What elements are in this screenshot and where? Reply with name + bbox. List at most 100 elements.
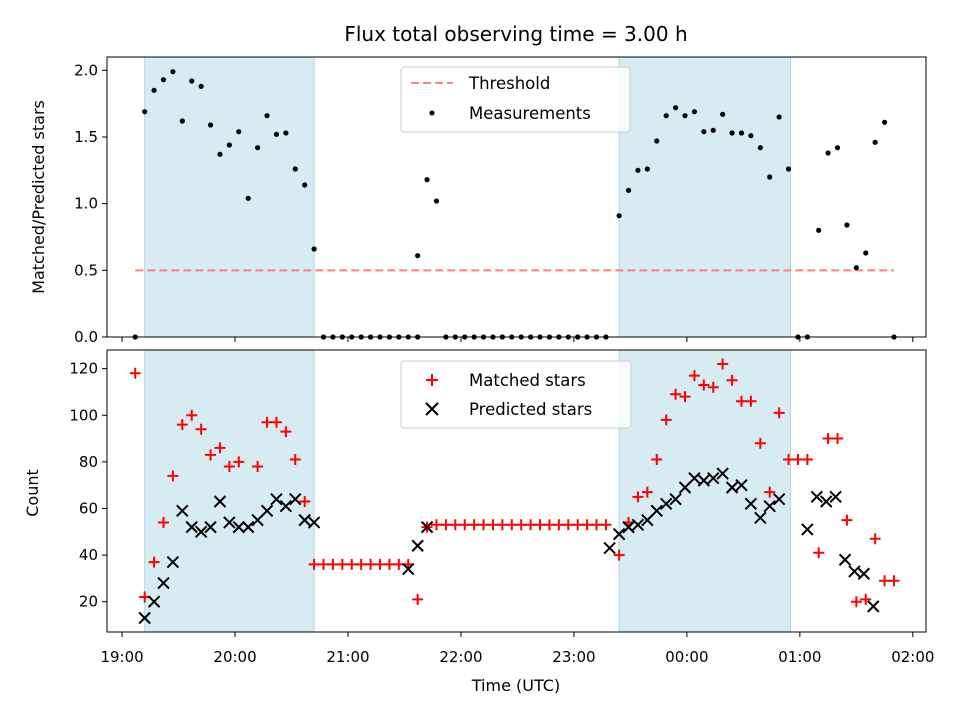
bottom-legend: Matched stars Predicted stars (400, 360, 632, 429)
predicted-star-point (763, 499, 776, 513)
measurement-point (616, 213, 622, 219)
matched-star-point (591, 519, 603, 531)
x-tick-label: 02:00 (891, 648, 934, 666)
predicted-star-point (147, 595, 161, 608)
matched-star-point (764, 486, 776, 498)
chart-title: Flux total observing time = 3.00 h (344, 22, 687, 46)
matched-star-point (270, 416, 282, 428)
measurement-point (691, 109, 698, 115)
predicted-star-point (650, 504, 663, 518)
matched-legend-label: Matched stars (469, 371, 586, 390)
matched-star-point (745, 395, 757, 407)
matched-star-point (214, 442, 226, 454)
top-x-ticks (121, 337, 914, 342)
predicted-star-point (669, 492, 682, 506)
predicted-star-point (641, 513, 654, 527)
y-tick-label: 1.5 (74, 128, 98, 146)
predicted-star-point (725, 481, 739, 494)
measurement-point (710, 127, 716, 133)
matched-star-point (813, 547, 825, 559)
measurement-point (302, 182, 308, 188)
matched-star-point (679, 391, 691, 403)
threshold-legend-label: Threshold (468, 74, 550, 93)
matched-star-point (157, 516, 169, 528)
measurement-point (170, 69, 176, 75)
predicted-star-point (612, 527, 626, 541)
matched-star-point (515, 519, 527, 531)
measurement-point (625, 187, 632, 193)
measurement-point (415, 253, 421, 259)
measurement-point (151, 87, 157, 93)
predicted-star-point (223, 516, 236, 529)
measurement-point (720, 111, 726, 117)
matched-star-point (327, 558, 339, 570)
predicted-star-point (838, 553, 852, 566)
predicted-legend-swatch (425, 402, 439, 416)
observing-window-1 (144, 56, 315, 338)
predicted-star-point (659, 497, 673, 511)
measurement-point (198, 83, 204, 89)
matched-star-point (506, 519, 518, 531)
predicted-star-point (754, 511, 767, 525)
measurement-point (663, 113, 669, 119)
matched-star-point (336, 558, 348, 570)
matched-star-point (600, 519, 612, 531)
top-y-ticks: 0.0 0.5 1.0 1.5 2.0 (74, 61, 107, 346)
top-y-axis-label: Matched/Predicted stars (29, 100, 48, 294)
predicted-star-point (157, 576, 170, 590)
matched-star-point (543, 519, 555, 531)
predicted-star-point (848, 565, 861, 578)
bottom-y-ticks: 20 40 60 80 100 120 (69, 360, 107, 611)
matched-star-point (792, 454, 804, 466)
matched-star-point (632, 491, 644, 503)
predicted-star-point (716, 467, 729, 480)
matched-star-point (572, 519, 584, 531)
matched-star-point (478, 519, 490, 531)
measurement-point (226, 142, 232, 148)
bottom-y-axis-label: Count (23, 469, 42, 517)
x-axis-label: Time (UTC) (471, 676, 560, 695)
predicted-star-point (232, 520, 246, 534)
matched-star-point (860, 593, 872, 605)
matched-star-point (148, 556, 160, 568)
measurement-point (853, 265, 859, 271)
y-tick-label: 40 (79, 546, 98, 564)
measurement-point (255, 145, 261, 151)
measurement-point (644, 166, 650, 172)
measurement-point (785, 166, 792, 172)
measurement-point (189, 78, 195, 84)
matched-star-point (801, 454, 813, 466)
y-tick-label: 100 (69, 406, 98, 424)
matched-star-point (496, 519, 508, 531)
matched-star-point (613, 549, 625, 561)
matched-star-point (754, 437, 766, 449)
predicted-star-point (820, 495, 833, 508)
matched-star-point (223, 461, 235, 473)
matched-star-point (717, 358, 729, 370)
measurement-point (160, 77, 167, 83)
predicted-star-point (194, 525, 208, 538)
x-tick-label: 01:00 (778, 648, 821, 666)
predicted-star-point (857, 567, 871, 580)
predicted-star-point (241, 520, 255, 534)
predicted-star-point (260, 504, 274, 518)
predicted-star-point (622, 520, 635, 534)
predicted-legend-label: Predicted stars (469, 400, 592, 419)
y-tick-label: 0.5 (74, 261, 98, 279)
predicted-star-point (279, 499, 293, 513)
predicted-star-point (402, 562, 415, 576)
measurement-point (283, 130, 289, 136)
measurement-point (682, 113, 688, 119)
matched-star-point (252, 461, 264, 473)
matched-star-point (773, 407, 785, 419)
predicted-star-point (631, 518, 645, 532)
measurement-point (776, 114, 782, 120)
predicted-star-point (678, 481, 692, 494)
observing-window-1 (144, 349, 315, 633)
matched-star-point (581, 519, 593, 531)
measurement-point (433, 198, 440, 204)
bottom-axes-frame (106, 349, 927, 633)
measurement-point (217, 151, 223, 157)
measurement-point (844, 222, 850, 228)
